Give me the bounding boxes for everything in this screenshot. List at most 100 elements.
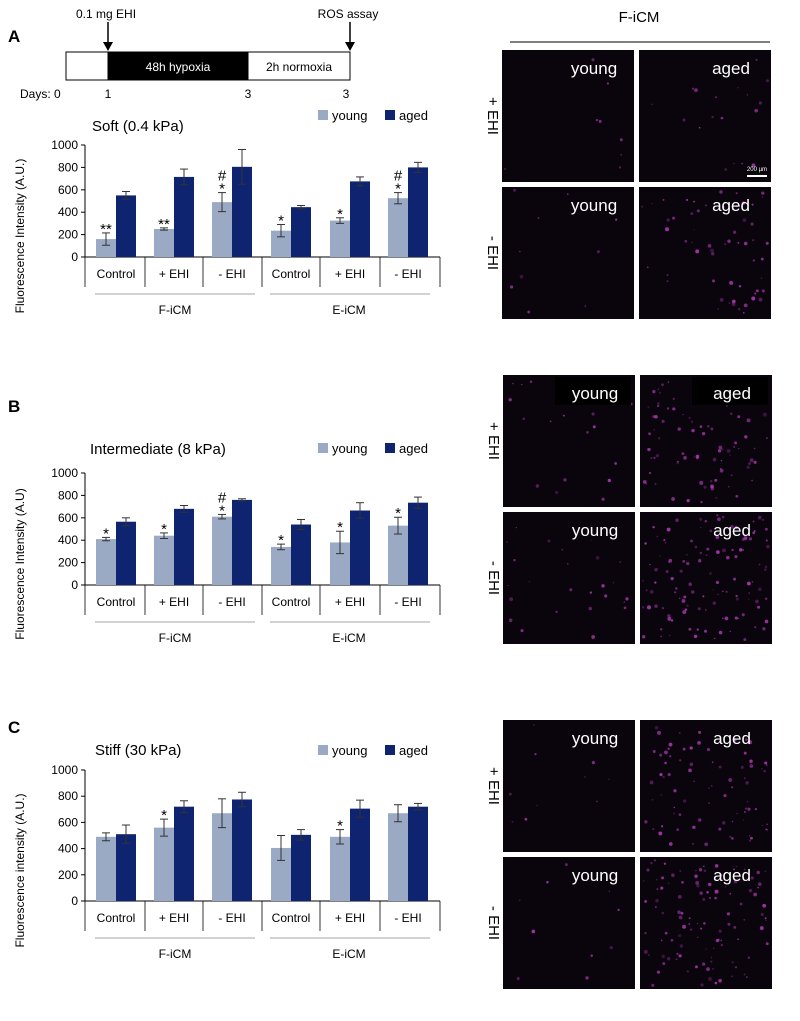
significance-mark: * — [337, 206, 343, 223]
fluorescent-spot — [718, 765, 722, 769]
fluorescent-spot — [657, 388, 660, 390]
fluorescent-spot — [691, 87, 695, 90]
fluorescent-spot — [744, 777, 746, 779]
fluorescent-spot — [614, 462, 617, 465]
fluorescent-spot — [762, 627, 766, 631]
bar-aged-2 — [174, 508, 194, 585]
significance-mark: # — [394, 168, 403, 185]
bar-young-1 — [96, 539, 116, 585]
fluorescent-spot — [714, 889, 719, 894]
fluorescent-spot — [697, 607, 701, 611]
fluorescent-spot — [567, 193, 569, 195]
bar-young-5 — [330, 836, 350, 901]
category-label: - EHI — [218, 911, 245, 925]
fluorescent-spot — [697, 936, 699, 938]
panel-letter-a: A — [8, 27, 20, 46]
fluorescent-spot — [688, 923, 690, 925]
significance-mark: * — [337, 519, 343, 536]
category-label: - EHI — [218, 595, 245, 609]
fluorescent-spot — [697, 741, 701, 745]
legend-swatch-aged — [385, 443, 395, 453]
fluorescent-spot — [656, 970, 661, 974]
fluorescent-spot — [674, 591, 677, 594]
y-tick-label: 0 — [71, 250, 78, 264]
micrograph-plus-ehi-young: young — [503, 375, 635, 507]
fluorescent-spot — [711, 252, 715, 256]
fluorescent-spot — [654, 859, 656, 862]
fluorescent-spot — [651, 983, 655, 987]
fluorescent-spot — [741, 201, 746, 206]
fluorescent-spot — [655, 454, 660, 458]
young-label: young — [572, 384, 618, 403]
fluorescent-spot — [507, 584, 509, 587]
fluorescent-spot — [750, 876, 754, 880]
fluorescent-spot — [709, 529, 713, 533]
fluorescent-spot — [729, 892, 732, 895]
chart-title: Stiff (30 kPa) — [95, 742, 181, 759]
fluorescent-spot — [724, 885, 727, 888]
fluorescent-spot — [511, 820, 514, 823]
fluorescent-spot — [718, 445, 723, 450]
fluorescent-spot — [765, 828, 768, 831]
bar-aged-4 — [291, 207, 311, 257]
fluorescent-spot — [724, 243, 726, 245]
fluorescent-spot — [695, 870, 697, 872]
fluorescent-spot — [620, 153, 622, 156]
fluorescent-spot — [725, 404, 728, 407]
fluorescent-spot — [617, 908, 620, 912]
fluorescent-spot — [720, 459, 723, 462]
fluorescent-spot — [699, 480, 704, 485]
fluorescent-spot — [754, 108, 759, 113]
aged-label: aged — [713, 384, 751, 403]
fluorescent-spot — [732, 230, 737, 234]
fluorescent-spot — [748, 839, 752, 842]
fluorescent-spot — [562, 414, 565, 417]
fluorescent-spot — [698, 730, 702, 734]
aged-label: aged — [713, 521, 751, 540]
fluorescent-spot — [658, 391, 662, 394]
row-label-minus-ehi: - EHI — [485, 561, 502, 595]
fluorescent-spot — [659, 753, 663, 757]
y-tick-label: 200 — [58, 228, 78, 242]
y-tick-label: 400 — [58, 533, 78, 547]
fluorescent-spot — [682, 747, 686, 751]
fluorescent-spot — [743, 973, 746, 976]
fluorescent-spot — [733, 738, 737, 742]
fluorescent-spot — [659, 555, 661, 557]
legend-label-young: young — [332, 743, 367, 758]
fluorescent-spot — [733, 577, 737, 581]
fluorescent-spot — [652, 828, 655, 831]
fluorescent-spot — [676, 952, 679, 955]
fluorescent-spot — [646, 266, 649, 269]
chart-1: Soft (0.4 kPa) young aged 0 200 400 600 800 1000… — [13, 108, 441, 317]
legend-swatch-aged — [385, 745, 395, 755]
fluorescent-spot — [726, 449, 731, 453]
chart-title: Intermediate (8 kPa) — [90, 441, 226, 458]
fluorescent-spot — [684, 239, 688, 243]
young-label: young — [572, 729, 618, 748]
bar-aged-5 — [350, 510, 370, 585]
fluorescent-spot — [694, 874, 698, 878]
fluorescent-spot — [663, 862, 667, 865]
fluorescent-spot — [737, 938, 740, 941]
fluorescent-spot — [591, 412, 595, 416]
fluorescent-spot — [763, 769, 767, 773]
dose-label: 0.1 mg EHI — [76, 7, 136, 21]
fluorescent-spot — [733, 162, 735, 165]
fluorescent-spot — [513, 188, 517, 192]
fluorescent-spot — [690, 928, 693, 931]
fluorescent-spot — [720, 943, 723, 947]
category-label: Control — [97, 595, 136, 609]
fluorescent-spot — [722, 205, 725, 209]
fluorescent-spot — [722, 617, 724, 619]
fluorescent-spot — [704, 519, 708, 523]
fluorescent-spot — [650, 861, 653, 865]
fluorescent-spot — [644, 820, 648, 824]
fluorescent-spot — [726, 912, 731, 916]
fluorescent-spot — [671, 873, 675, 877]
fluorescent-spot — [681, 452, 685, 456]
fluorescent-spot — [754, 626, 757, 629]
fluorescent-spot — [751, 581, 754, 583]
fluorescent-spot — [693, 780, 695, 782]
fluorescent-spot — [670, 619, 674, 622]
